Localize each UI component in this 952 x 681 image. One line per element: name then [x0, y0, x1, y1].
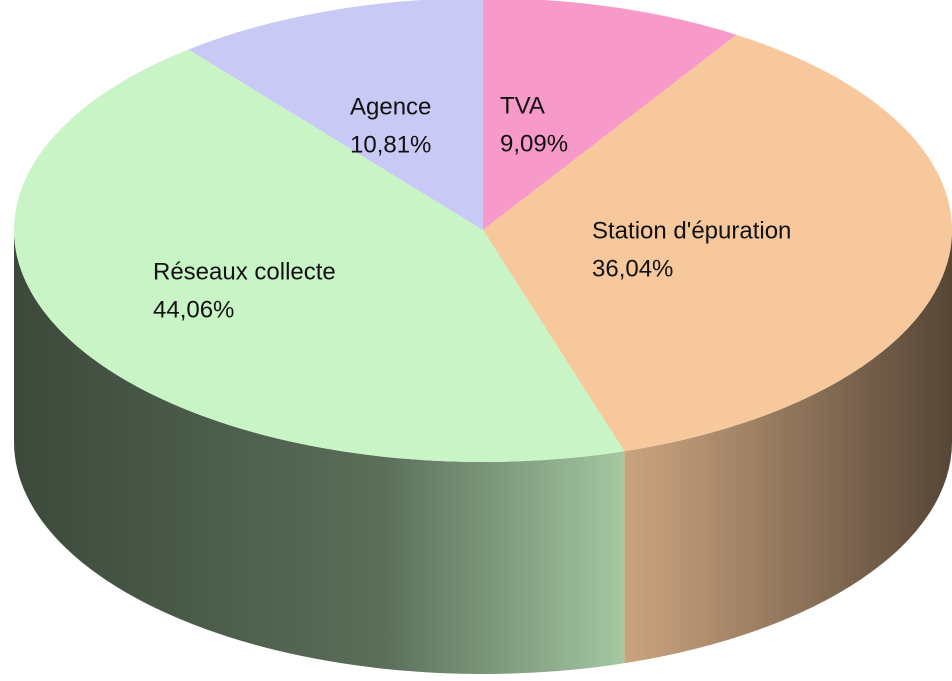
slice-label: Réseaux collecte — [153, 258, 336, 285]
slice — [483, 34, 952, 452]
slice-label: TVA — [500, 92, 545, 119]
slice — [14, 49, 625, 462]
slice — [483, 0, 737, 230]
slice-label: Station d'épuration — [592, 217, 791, 244]
slice-side — [14, 230, 625, 675]
slice-value-label: 9,09% — [500, 130, 568, 157]
slice — [188, 0, 483, 230]
slice-value-label: 10,81% — [350, 131, 431, 158]
slice-value-label: 44,06% — [153, 296, 234, 323]
slice-value-label: 36,04% — [592, 255, 673, 282]
slice-label: Agence — [350, 93, 431, 120]
slice-side — [624, 230, 952, 664]
